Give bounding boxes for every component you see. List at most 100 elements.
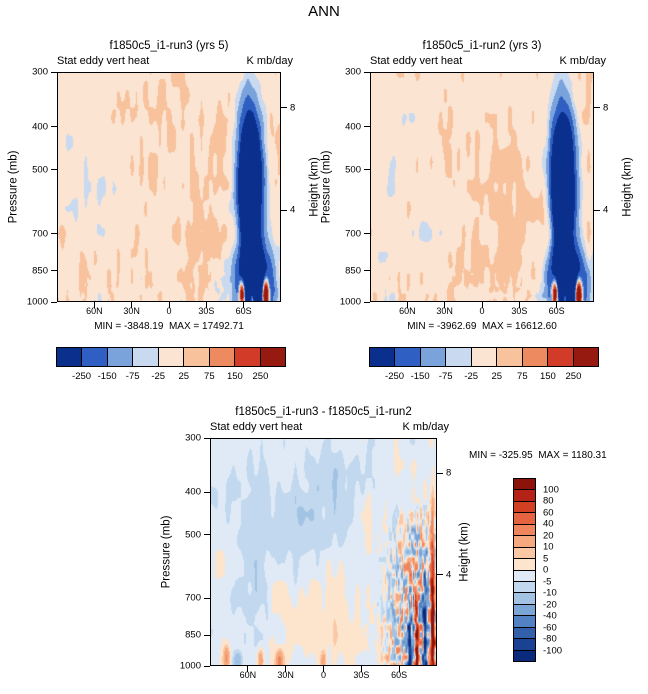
- colorbar-tick-label: -60: [543, 621, 557, 633]
- height-tick: [437, 472, 443, 474]
- pressure-tick-label: 700: [345, 228, 361, 240]
- panel-title: f1850c5_i1-run2 (yrs 3): [422, 40, 542, 52]
- panel-title: f1850c5_i1-run3 - f1850c5_i1-run2: [235, 406, 412, 418]
- colorbar-tick-label: -250: [72, 371, 92, 382]
- latitude-tick-label: 0: [320, 670, 327, 680]
- diff-colorbar-labels: 100 80 60 40 20 10 5 0 -5 -10 -20 -40 -60 -80 -100: [543, 478, 583, 662]
- colorbar-cell: [470, 348, 497, 366]
- pressure-tick-label: 700: [185, 592, 201, 604]
- colorbar-tick-label: 75: [204, 371, 215, 382]
- colorbar-tick-label: 150: [539, 371, 556, 382]
- height-tick-label: 8: [603, 101, 609, 113]
- height-axis-title: Height (km): [457, 438, 473, 666]
- colorbar-cell: [81, 348, 107, 366]
- contour-field-canvas: [211, 439, 436, 665]
- height-axis-title-text: Height (km): [459, 522, 471, 582]
- height-axis-title: Height (km): [620, 72, 636, 302]
- height-tick: [281, 209, 287, 211]
- colorbar-cell: [514, 558, 535, 570]
- colorbar-tick-label: -25: [151, 371, 166, 382]
- pressure-tick-label: 1000: [26, 296, 48, 308]
- variable-label: Stat eddy vert heat: [210, 421, 303, 433]
- pressure-tick-label: 700: [32, 228, 48, 240]
- height-tick: [281, 107, 287, 109]
- height-tick-label: 4: [446, 569, 452, 581]
- latitude-tick: [205, 302, 207, 308]
- pressure-tick-label: 400: [345, 121, 361, 133]
- colorbar-cell: [370, 348, 395, 366]
- colorbar-tick-label: 250: [565, 371, 582, 382]
- latitude-tick: [481, 302, 483, 308]
- pressure-axis-title: Pressure (mb): [5, 72, 21, 302]
- latitude-tick: [398, 666, 400, 672]
- page-title: ANN: [308, 3, 340, 20]
- colorbar-tick-label: -75: [438, 371, 453, 382]
- pressure-axis-title-text: Pressure (mb): [7, 150, 20, 224]
- colorbar-cell: [514, 569, 535, 581]
- pressure-tick-label: 500: [185, 528, 201, 540]
- minmax-label: MIN = -3962.69 MAX = 16612.60: [407, 321, 557, 332]
- height-axis-title-text: Height (km): [622, 157, 634, 217]
- colorbar-tick-label: 5: [543, 552, 549, 564]
- colorbar-cell: [514, 638, 535, 650]
- pressure-tick-label: 300: [185, 432, 201, 444]
- height-tick: [437, 574, 443, 576]
- colorbar-cell: [234, 348, 260, 366]
- colorbar-tick-label: -80: [543, 633, 557, 645]
- diff-colorbar: [513, 478, 536, 662]
- pressure-tick-label: 850: [345, 265, 361, 277]
- latitude-tick: [323, 666, 324, 672]
- panel-run2: f1850c5_i1-run2 (yrs 3) Stat eddy vert h…: [320, 40, 634, 381]
- colorbar-tick-label: -150: [410, 371, 430, 382]
- colorbar-tick-label: 20: [543, 529, 554, 541]
- latitude-tick-label: 0: [479, 306, 485, 316]
- colorbar-cell: [514, 500, 535, 513]
- latitude-tick-label: 30S: [511, 306, 528, 316]
- colorbar: [369, 347, 599, 367]
- latitude-tick: [285, 666, 287, 672]
- latitude-tick: [168, 302, 170, 308]
- latitude-tick-label: 0: [166, 306, 172, 316]
- latitude-tick: [406, 302, 408, 308]
- latitude-tick-label: 30N: [436, 306, 453, 316]
- latitude-tick-label: 30N: [123, 306, 140, 316]
- colorbar-cell: [157, 348, 184, 366]
- height-tick: [594, 209, 600, 211]
- colorbar-cell: [514, 615, 535, 627]
- colorbar-tick-label: 80: [543, 495, 554, 507]
- colorbar-cell: [514, 603, 535, 616]
- latitude-tick: [131, 302, 133, 308]
- colorbar-labels: -250 -150 -75 -25 25 75 150 250: [369, 372, 599, 382]
- colorbar-cell: [514, 512, 535, 524]
- height-tick-label: 4: [603, 204, 609, 216]
- pressure-tick-label: 850: [32, 265, 48, 277]
- latitude-tick: [518, 302, 520, 308]
- pressure-tick-label: 500: [32, 163, 48, 175]
- pressure-axis-title-text: Pressure (mb): [160, 515, 173, 589]
- colorbar-cell: [514, 489, 535, 501]
- contour-plot: [210, 438, 437, 666]
- panel-difference: f1850c5_i1-run3 - f1850c5_i1-run2 Stat e…: [160, 406, 607, 680]
- height-tick-label: 8: [446, 467, 452, 479]
- units-label: K mb/day: [402, 421, 449, 433]
- height-tick-label: 4: [290, 204, 296, 216]
- colorbar-cell: [572, 348, 598, 366]
- colorbar-cell: [259, 348, 285, 366]
- variable-label: Stat eddy vert heat: [370, 55, 463, 67]
- colorbar-tick-label: 250: [252, 371, 269, 382]
- colorbar: [56, 347, 286, 367]
- colorbar-cell: [183, 348, 209, 366]
- latitude-tick-label: 60S: [235, 306, 252, 316]
- height-tick: [594, 107, 600, 109]
- colorbar-tick-label: -150: [97, 371, 117, 382]
- colorbar-cell: [394, 348, 420, 366]
- variable-label: Stat eddy vert heat: [57, 55, 150, 67]
- contour-plot: [370, 72, 594, 302]
- colorbar-cell: [514, 535, 535, 547]
- colorbar-tick-label: 100: [543, 483, 559, 495]
- pressure-axis-title-text: Pressure (mb): [320, 150, 333, 224]
- pressure-tick-label: 1000: [339, 296, 361, 308]
- latitude-tick-label: 60N: [239, 670, 257, 680]
- pressure-tick-label: 500: [345, 163, 361, 175]
